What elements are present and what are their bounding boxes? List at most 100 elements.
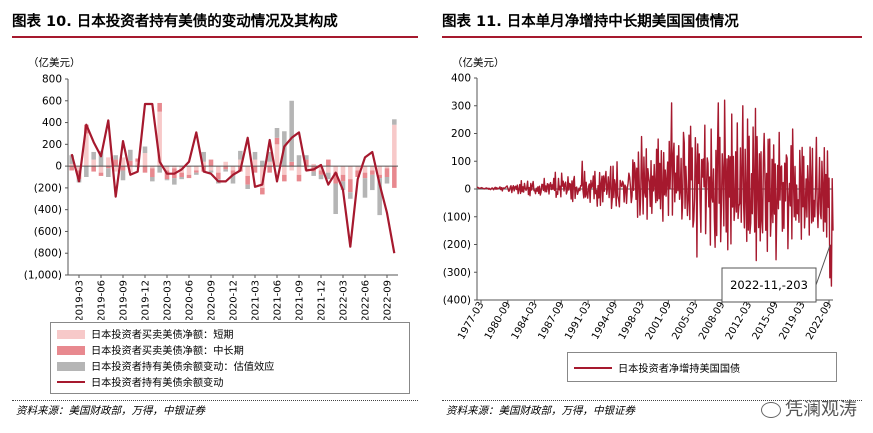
legend-label-change: 日本投资者持有美债余额变动: [91, 378, 224, 389]
left-chart: 800 600 400 200 0 (200) (400) (600) (800) (1,000)…: [24, 74, 398, 320]
left-x-tick-label: 2019-09: [119, 280, 130, 320]
right-x-tick-label: 1991-03: [563, 300, 593, 342]
left-bar-long: [348, 179, 353, 193]
left-bar-long: [267, 166, 272, 173]
left-bar-valuation: [304, 155, 309, 160]
left-bar-short: [150, 166, 155, 169]
left-bar-short: [98, 166, 104, 173]
left-bar-short: [326, 166, 331, 173]
right-legend-swatch: [574, 367, 612, 369]
left-y-tick-label: (1,000): [24, 270, 62, 282]
left-bar-valuation: [230, 174, 236, 184]
left-legend-item-long: 日本投资者买卖美债净额：中长期: [57, 342, 244, 357]
left-bar-valuation: [267, 151, 272, 162]
right-annotation-leader: [815, 245, 831, 286]
left-bar-short: [113, 166, 118, 172]
right-x-tick-label: 2022-09: [804, 300, 834, 342]
left-bar-valuation: [172, 178, 177, 185]
left-bar-short: [201, 161, 206, 167]
right-x-tick-label: 2019-03: [777, 300, 807, 342]
left-bar-short: [318, 166, 324, 171]
left-bar-short: [392, 124, 397, 167]
left-bar-short: [128, 166, 133, 173]
left-bar-short: [106, 157, 111, 167]
legend-label-valuation: 日本投资者持有美债余额变动：估值效应: [91, 362, 275, 373]
left-bar-valuation: [274, 128, 280, 138]
right-y-tick-label: (200): [443, 239, 471, 251]
left-bar-short: [91, 159, 96, 167]
left-bar-long: [142, 166, 148, 173]
left-bar-valuation: [84, 166, 89, 177]
left-x-tick-label: 2020-09: [207, 280, 218, 320]
left-bar-long: [113, 159, 118, 167]
left-bar-short: [340, 166, 346, 175]
left-x-tick-label: 2021-03: [251, 280, 262, 320]
left-bar-short: [384, 166, 390, 169]
legend-swatch-valuation: [57, 362, 85, 371]
left-x-tick-label: 2019-03: [75, 280, 86, 320]
left-bar-long: [362, 172, 368, 179]
left-bar-short: [296, 166, 302, 175]
left-bar-short: [164, 166, 170, 171]
left-y-tick-label: 0: [55, 161, 62, 173]
left-y-tick-label: (400): [34, 204, 62, 216]
left-bar-valuation: [289, 100, 294, 162]
left-bar-valuation: [128, 149, 133, 161]
chat-bubble-icon: [761, 402, 781, 418]
left-bar-long: [370, 170, 375, 175]
right-y-tick-label: (100): [443, 211, 471, 223]
right-unit-label: （亿美元）: [452, 57, 505, 69]
left-bar-short: [84, 133, 89, 167]
left-bar-long: [98, 172, 104, 176]
right-x-tick-label: 2008-09: [697, 300, 727, 342]
left-bar-short: [282, 166, 287, 175]
left-bar-valuation: [179, 177, 184, 180]
left-bar-long: [296, 174, 302, 182]
left-bar-long: [355, 170, 360, 177]
left-y-tick-label: 400: [42, 117, 62, 129]
left-bar-valuation: [223, 169, 228, 172]
left-bar-valuation: [142, 146, 148, 154]
left-bar-valuation: [296, 155, 302, 167]
left-bar-short: [76, 166, 82, 171]
left-x-tick-label: 2021-09: [295, 280, 306, 320]
left-bar-long: [274, 137, 280, 145]
right-line-net-purchase: [476, 99, 834, 287]
right-y-tick-label: (300): [443, 267, 471, 279]
left-bar-long: [304, 159, 309, 167]
right-x-tick-label: 1994-09: [590, 300, 620, 342]
watermark: 凭澜观涛: [761, 395, 857, 421]
left-y-tick-label: 600: [42, 95, 62, 107]
left-bar-short: [223, 161, 228, 167]
left-y-tick-label: (200): [34, 182, 62, 194]
right-y-tick-label: 300: [451, 100, 471, 112]
left-source: 资料来源：美国财政部，万得，中银证券: [16, 405, 205, 417]
right-legend-label: 日本投资者净增持美国国债: [618, 364, 741, 375]
left-y-tick-label: (800): [34, 248, 62, 260]
left-source-rule: [12, 400, 418, 401]
left-bar-long: [194, 170, 199, 173]
left-bar-long: [120, 166, 126, 171]
left-bar-valuation: [252, 151, 258, 160]
right-x-tick-label: 2001-09: [644, 300, 674, 342]
left-bar-long: [289, 161, 294, 167]
left-bar-valuation: [238, 150, 243, 160]
right-chart: 4003002001000(100)(200)(300)(400)1977-03…: [443, 73, 835, 342]
left-bar-valuation: [362, 178, 368, 198]
left-bar-valuation: [245, 184, 250, 189]
left-bar-short: [274, 144, 280, 167]
right-y-tick-label: (400): [443, 295, 471, 307]
left-bar-valuation: [91, 151, 96, 160]
left-legend-item-change: 日本投资者持有美债余额变动: [57, 374, 224, 389]
legend-swatch-change: [57, 381, 85, 383]
left-bar-long: [326, 159, 331, 167]
legend-label-short: 日本投资者买卖美债净额：短期: [91, 330, 234, 341]
right-y-tick-label: 0: [464, 184, 471, 196]
left-bar-short: [238, 159, 243, 167]
left-bar-long: [106, 166, 111, 169]
left-bar-valuation: [392, 119, 397, 125]
left-bar-long: [377, 174, 382, 179]
right-x-tick-label: 1987-09: [536, 300, 566, 342]
left-bar-valuation: [384, 177, 390, 184]
right-y-tick-label: 400: [451, 73, 471, 85]
